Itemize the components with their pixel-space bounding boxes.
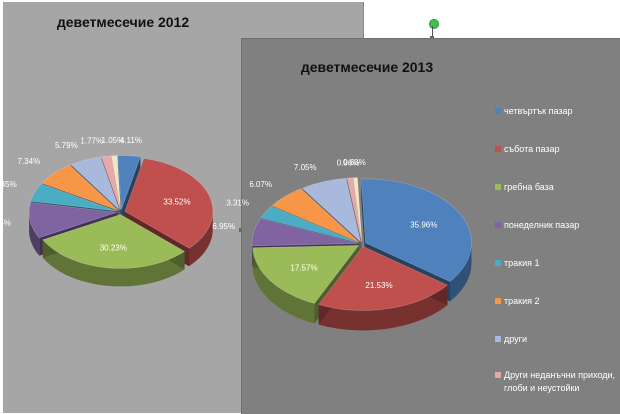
data-label: 5.79% xyxy=(55,141,78,150)
pie-top-layer xyxy=(251,177,472,311)
pie-slice xyxy=(353,177,363,242)
data-label: 1.77% xyxy=(80,137,103,146)
pie-slice-side xyxy=(450,242,472,302)
pie-slice xyxy=(346,177,362,242)
pie-slice xyxy=(124,158,214,249)
pie-slice-side xyxy=(318,285,448,331)
pie-slice-face xyxy=(117,155,122,228)
pie-chart-2013: 35.96% 21.53% 17.57% 6.95% 3.31%6.07% 7.05% 0.… xyxy=(212,158,472,331)
legend-label: тракия 1 xyxy=(504,258,540,268)
legend-swatch xyxy=(495,146,501,152)
pie-slice xyxy=(301,177,362,243)
data-label: 0.60% xyxy=(343,158,366,167)
data-label: 4.11% xyxy=(120,136,142,145)
chart-panel-2013[interactable]: деветмесечие 2013 35.96% 21.53% 17.57% 6.95… xyxy=(212,38,620,414)
pie-slice xyxy=(360,178,472,282)
rotate-handle-line xyxy=(432,26,433,39)
legend-swatch xyxy=(495,108,501,114)
pie-slice xyxy=(260,205,359,244)
pie-slice xyxy=(318,246,448,311)
chart-title-2012: деветмесечие 2012 xyxy=(56,14,190,30)
legend-swatch xyxy=(495,260,501,266)
legend-label: понеделник пазар xyxy=(504,220,580,230)
legend-label: други xyxy=(504,334,527,344)
data-label: 7.05% xyxy=(294,163,317,172)
pie-slice-face xyxy=(361,178,366,263)
pie-slice xyxy=(252,245,360,304)
pie-slice-side xyxy=(42,239,185,287)
data-label: 7.34% xyxy=(18,157,41,166)
pie-chart-2012: 4.11%33.52%30.23%10.74%5.45%7.34%5.79%1.… xyxy=(0,136,214,287)
data-label: 35.96% xyxy=(410,221,437,230)
data-label: 33.52% xyxy=(163,197,190,206)
pie-slice xyxy=(42,214,186,269)
pie-slice-side xyxy=(29,209,40,256)
pie-slice-side xyxy=(252,247,315,324)
legend-label: четвъртък пазар xyxy=(504,106,573,116)
legend-label: гребна база xyxy=(504,182,554,192)
pie-slice-side xyxy=(189,209,213,267)
legend-swatch xyxy=(495,298,501,304)
data-label: 30.23% xyxy=(100,244,127,253)
legend-swatch xyxy=(495,336,501,342)
pie-slice xyxy=(251,218,359,247)
pie-slice xyxy=(28,202,118,239)
legend-label: Други неданъчни приходи, глоби и неустой… xyxy=(504,370,616,393)
pie-slice xyxy=(41,164,119,211)
legend-label: събота пазар xyxy=(504,144,560,154)
pie-labels: 35.96% 21.53% 17.57% 6.95% 3.31%6.07% 7.05% 0.… xyxy=(212,158,437,290)
pie-slice xyxy=(30,183,118,212)
data-label: 3.31% xyxy=(226,198,249,207)
data-label: 6.95% xyxy=(212,222,235,231)
data-label: 0.96% xyxy=(337,159,360,168)
data-label: 10.74% xyxy=(0,218,11,227)
legend-label: тракия 2 xyxy=(504,296,540,306)
legend-swatch xyxy=(495,372,501,378)
data-label: 5.45% xyxy=(0,180,17,189)
data-label: 17.57% xyxy=(290,263,317,272)
rotate-handle[interactable] xyxy=(429,19,439,29)
pie-slice xyxy=(117,155,141,210)
pie-slice xyxy=(100,155,121,210)
legend-swatch xyxy=(495,184,501,190)
pie-slice xyxy=(70,156,120,210)
pie-top-layer xyxy=(28,155,214,269)
pie-slice xyxy=(111,155,121,210)
data-label: 1.05% xyxy=(102,136,125,145)
data-label: 21.53% xyxy=(365,281,392,290)
pie-slice xyxy=(271,188,360,243)
chart-title-2013: деветмесечие 2013 xyxy=(300,59,434,75)
legend-swatch xyxy=(495,222,501,228)
data-label: 6.07% xyxy=(249,180,272,189)
pie-labels: 4.11%33.52%30.23%10.74%5.45%7.34%5.79%1.… xyxy=(0,136,191,253)
